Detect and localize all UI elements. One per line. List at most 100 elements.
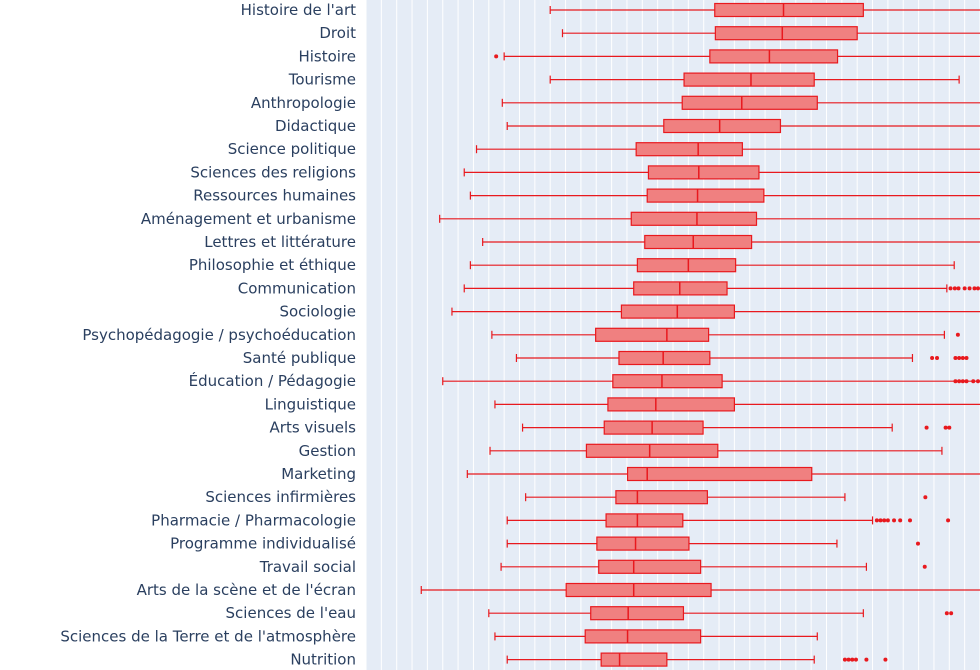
box	[585, 443, 719, 458]
outlier-point	[948, 286, 953, 291]
box	[600, 652, 668, 667]
box-group	[506, 536, 920, 551]
box-group	[506, 652, 888, 667]
category-label: Sciences de la Terre et de l'atmosphère	[60, 627, 356, 645]
box-group	[489, 443, 943, 458]
box	[709, 49, 839, 64]
box-group	[451, 304, 980, 319]
category-label: Gestion	[299, 442, 356, 460]
box	[605, 513, 684, 528]
outlier-point	[952, 286, 957, 291]
outlier-point	[935, 356, 940, 360]
outlier-point	[956, 286, 961, 291]
box-group	[549, 72, 960, 87]
outlier-point	[864, 657, 869, 662]
box-group	[521, 420, 952, 435]
box-group	[469, 258, 955, 273]
category-label: Sociologie	[279, 303, 356, 321]
box	[630, 211, 758, 226]
box	[646, 188, 765, 203]
box	[598, 559, 702, 574]
category-label: Arts de la scène et de l'écran	[137, 581, 356, 599]
outlier-point	[878, 518, 883, 523]
outlier-point	[924, 425, 929, 430]
category-label: Philosophie et éthique	[189, 256, 356, 274]
outlier-point	[922, 564, 927, 569]
category-label: Histoire de l'art	[241, 1, 356, 19]
box	[636, 258, 737, 273]
outlier-point	[943, 425, 948, 430]
box-group	[501, 95, 980, 110]
outlier-point	[853, 657, 858, 662]
box	[595, 327, 710, 342]
outlier-point	[915, 541, 920, 546]
box-group	[506, 118, 980, 134]
box-group	[463, 281, 980, 296]
category-label: Histoire	[298, 47, 356, 65]
box-group	[549, 2, 980, 18]
box	[626, 466, 813, 482]
category-labels: Histoire de l'art Droit Histoire Tourisme An…	[60, 1, 356, 669]
box	[584, 629, 702, 644]
category-label: Anthropologie	[251, 94, 356, 112]
outlier-point	[898, 518, 903, 523]
category-label: Didactique	[275, 117, 356, 135]
box-group	[463, 165, 980, 180]
box	[647, 165, 760, 180]
box-group	[442, 374, 980, 389]
box	[714, 26, 858, 41]
outlier-point	[976, 379, 980, 384]
box-group	[494, 397, 980, 412]
box-group	[515, 350, 969, 366]
box	[612, 374, 723, 389]
box-group	[506, 513, 951, 528]
category-label: Éducation / Pédagogie	[189, 371, 356, 390]
category-label: Psychopédagogie / psychoéducation	[82, 326, 356, 344]
outlier-point	[944, 611, 949, 616]
outlier-point	[953, 356, 958, 360]
outlier-point	[885, 518, 890, 523]
outlier-point	[850, 657, 855, 662]
outlier-point	[892, 518, 897, 523]
outlier-point	[976, 286, 980, 291]
outlier-point	[964, 356, 969, 360]
box	[615, 490, 708, 505]
outlier-point	[964, 379, 969, 384]
box	[590, 606, 685, 621]
box	[596, 536, 690, 551]
box	[683, 72, 815, 87]
outlier-point	[955, 332, 960, 337]
category-label: Sciences des religions	[190, 163, 356, 181]
category-label: Sciences de l'eau	[226, 604, 356, 622]
category-label: Droit	[319, 24, 356, 42]
category-label: Ressources humaines	[193, 187, 356, 205]
category-label: Linguistique	[265, 395, 356, 413]
category-label: Science politique	[228, 140, 356, 158]
outlier-point	[953, 379, 958, 384]
box	[618, 350, 711, 366]
category-label: Aménagement et urbanisme	[141, 210, 356, 228]
box	[565, 582, 712, 598]
outlier-point	[908, 518, 913, 523]
outlier-point	[971, 379, 976, 384]
category-label: Travail social	[259, 558, 356, 576]
box	[644, 234, 753, 250]
outlier-point	[882, 518, 887, 523]
category-label: Santé publique	[243, 349, 356, 367]
box	[714, 2, 864, 18]
box	[635, 142, 743, 157]
category-label: Sciences infirmières	[205, 488, 356, 506]
outlier-point	[846, 657, 851, 662]
outlier-point	[947, 425, 952, 430]
outlier-point	[957, 379, 962, 384]
category-label: Communication	[238, 279, 356, 297]
category-label: Tourisme	[288, 71, 356, 89]
box-group	[439, 211, 980, 226]
box-group	[494, 49, 980, 64]
outlier-point	[960, 379, 965, 384]
box-group	[525, 490, 928, 505]
category-label: Pharmacie / Pharmacologie	[151, 511, 356, 529]
category-label: Marketing	[281, 465, 356, 483]
box-group	[491, 327, 960, 342]
